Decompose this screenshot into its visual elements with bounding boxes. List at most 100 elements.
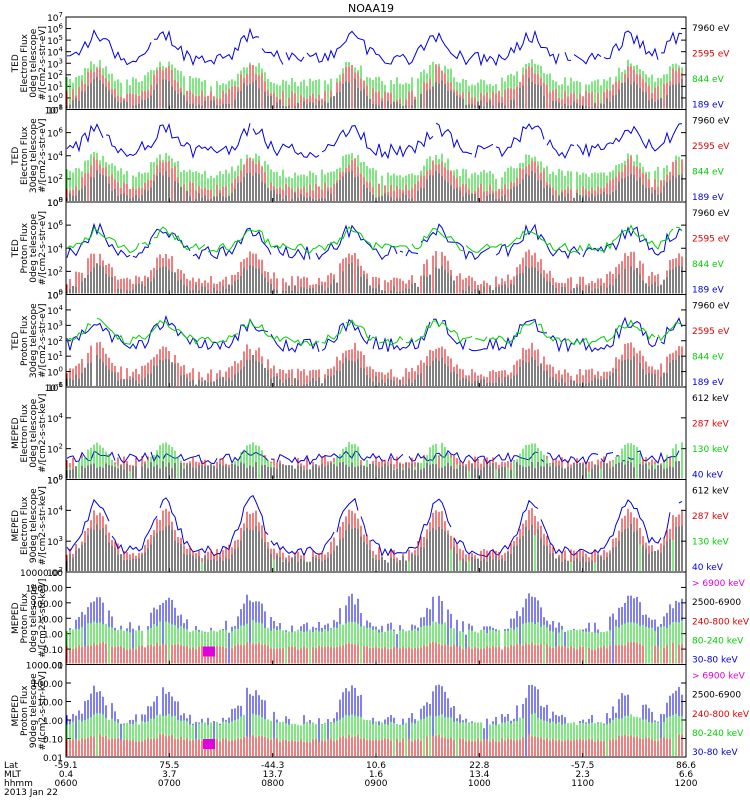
y-tick-label: 1.00 [43,717,63,727]
y-tick-exponent: 0 [59,92,63,100]
y-tick-label: 103 [47,319,63,332]
x-tick-label: 1.6 [369,770,384,780]
legend-entry: 30-80 keV [692,748,738,758]
panel-7: 0.010.101.0010.00100.001000.0010000.00ME… [11,569,750,672]
y-tick-exponent: 0 [59,366,63,374]
y-tick-exponent: 0 [59,196,63,204]
y-axis-label-line: 30deg telescope [29,303,39,378]
legend-entry: 287 keV [692,512,729,522]
y-tick-label: 108 [47,196,63,209]
legend-entry: 2595 eV [692,142,730,152]
y-tick-exponent: -1 [56,381,63,389]
series-line [66,249,683,294]
y-tick-label: 100.00 [32,600,64,610]
legend-entry: 612 keV [692,394,729,404]
y-axis-label-line: Electron Flux [20,126,30,185]
series-marker [203,646,215,657]
y-axis-label-line: #/[cm2-s-str-keV] [38,486,48,565]
y-tick-exponent: 6 [59,381,64,389]
y-axis-label-line: MEPED [11,417,21,449]
legend-entry: 7960 eV [692,24,730,34]
x-tick-label: 1200 [675,779,698,789]
series-line [66,713,683,756]
y-tick-exponent: 3 [59,535,63,543]
x-tick-label: 86.6 [676,761,696,771]
y-tick-label: 10000.00 [20,569,63,579]
y-tick-exponent: 2 [59,443,63,451]
y-tick-exponent: 8 [59,196,63,204]
series-line [66,508,683,571]
y-tick-exponent: 2 [59,173,63,181]
x-row-label: hhmm [4,779,33,789]
series-line [66,27,683,67]
legend-entry: 2595 eV [692,327,730,337]
y-tick-label: 102 [47,443,63,456]
series-line [66,152,683,201]
x-tick-label: 10.6 [366,761,386,771]
y-axis-label-line: #/[cm2-s-str-eV] [38,303,48,378]
series-line [66,593,683,664]
series-line [66,64,683,109]
y-tick-exponent: 2 [59,265,63,273]
series-group [66,314,683,386]
y-tick-exponent: 7 [59,11,63,19]
y-tick-label: 104 [47,242,63,255]
legend-entry: 2500-6900 [692,691,741,701]
x-tick-label: 75.5 [159,761,179,771]
y-tick-label: 100.00 [32,680,64,690]
y-tick-exponent: 4 [59,412,64,420]
series-line [66,224,683,254]
x-tick-label: 2.3 [576,770,590,780]
y-axis-label-line: 30deg telescope [29,118,39,193]
legend-entry: 189 eV [692,101,725,111]
legend-entry: 287 keV [692,420,729,430]
x-tick-label: 22.8 [469,761,489,771]
x-tick-label: 13.7 [263,770,283,780]
x-tick-label: -44.3 [261,761,284,771]
y-tick-label: 0.10 [43,646,63,656]
y-tick-exponent: 1 [59,80,63,88]
y-axis-label-line: Electron Flux [20,33,30,92]
y-axis-label: TEDElectron Flux0deg telescope#/[cm2-s-s… [11,26,48,101]
y-tick-label: 104 [47,504,63,517]
y-tick-exponent: 5 [59,474,63,482]
y-axis-label: TEDElectron Flux30deg telescope#/[cm2-s-… [11,118,48,193]
series-line [66,442,683,479]
figure-title: NOAA19 [348,2,394,15]
x-tick-label: 13.4 [469,770,489,780]
y-axis-label-line: TED [11,54,21,73]
series-line [66,341,683,386]
y-tick-label: 104 [47,150,63,163]
series-line [66,733,683,756]
y-axis-label-line: #/[cm2-s-str-eV] [38,211,48,286]
legend-entry: 844 eV [692,75,725,85]
y-tick-exponent: 6 [59,23,64,31]
y-tick-label: 106 [47,127,63,140]
legend-entry: 7960 eV [692,117,730,127]
y-tick-label: 104 [47,304,63,317]
y-tick-exponent: 2 [59,69,63,77]
series-line [66,533,683,571]
legend-entry: > 6900 keV [692,672,746,682]
legend-entry: 130 keV [692,538,729,548]
x-tick-label: 0.4 [59,770,74,780]
y-tick-exponent: 4 [59,46,64,54]
legend-entry: 844 eV [692,353,725,363]
y-axis-label: TEDProton Flux0deg telescope#/[cm2-s-str… [11,211,48,286]
y-axis-label: MEPEDElectron Flux90deg telescope#/[cm2-… [11,486,48,565]
y-tick-exponent: 3 [59,57,63,65]
panel-1: 10-1100101102103104105106107TEDElectron … [11,11,730,117]
y-axis-label-line: #/[cm2-s-str-keV] [38,579,48,658]
y-tick-exponent: 6 [59,127,64,135]
x-tick-label: -57.5 [571,761,594,771]
series-line [66,222,683,261]
series-group [66,122,683,201]
series-line [66,156,683,201]
y-tick-exponent: 1 [59,350,63,358]
y-tick-label: 0.10 [43,736,63,746]
legend-entry: 80-240 keV [692,636,744,646]
